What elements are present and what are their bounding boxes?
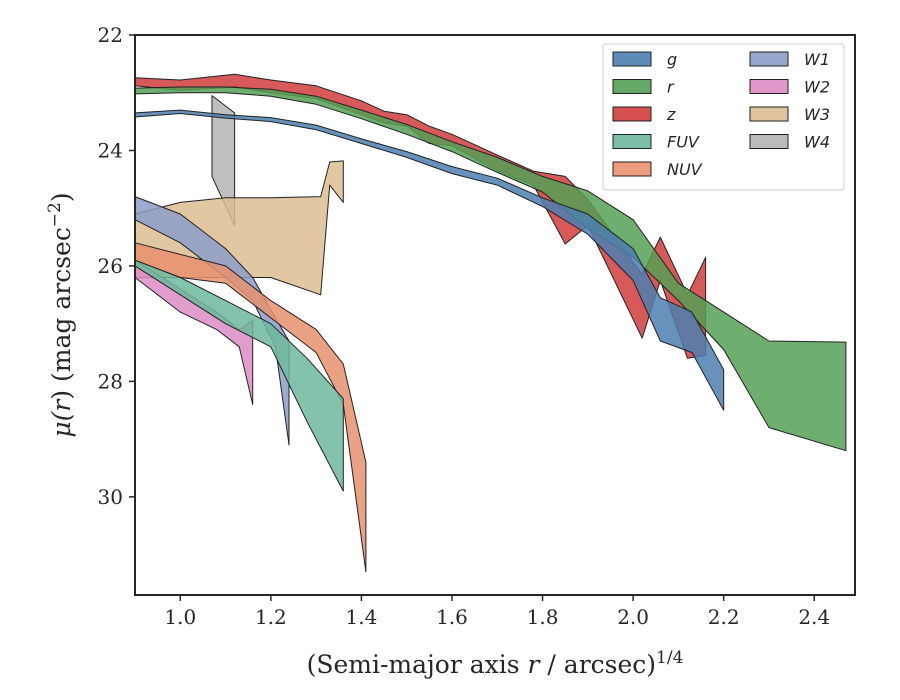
legend-swatch-g — [612, 51, 652, 67]
legend-swatch-w3 — [749, 106, 789, 122]
legend-swatch-w2 — [749, 79, 789, 94]
series-bands — [134, 73, 847, 573]
legend-swatch-fuv — [612, 134, 652, 149]
band-g — [134, 109, 725, 411]
legend-swatch-w1 — [749, 51, 789, 67]
legend-label-fuv: FUV — [667, 133, 700, 152]
legend-label-w1: W1 — [804, 50, 830, 69]
legend-swatch-z — [612, 106, 652, 122]
y-tick-label: 26 — [98, 254, 123, 278]
legend-swatch-nuv — [612, 161, 652, 177]
x-tick-label: 1.2 — [255, 605, 287, 629]
y-tick-label: 22 — [98, 23, 123, 47]
band-w1 — [134, 196, 290, 446]
band-nuv — [134, 242, 367, 573]
x-tick-label: 2.0 — [617, 605, 649, 629]
x-tick-label: 1.8 — [527, 605, 559, 629]
x-tick-label: 2.4 — [798, 605, 830, 629]
legend-label-w3: W3 — [804, 105, 830, 124]
legend-label-nuv: NUV — [667, 160, 703, 179]
legend-swatch-w4 — [749, 134, 789, 149]
legend-label-g: g — [667, 50, 677, 69]
band-fuv — [134, 259, 344, 492]
y-tick-label: 30 — [98, 485, 123, 509]
legend-label-r: r — [667, 78, 675, 97]
band-r — [134, 86, 847, 452]
x-axis-label: (Semi-major axis r / arcsec)1/4 — [307, 648, 684, 679]
legend-swatch-r — [612, 79, 652, 94]
y-tick-label: 24 — [98, 138, 123, 162]
x-tick-label: 1.6 — [436, 605, 468, 629]
y-axis-label: μ(r) (mag arcsec−2) — [45, 192, 76, 437]
y-axis: 22 24 26 28 30 — [98, 23, 135, 509]
legend: grz FUV NUV W1 W2 W3 W4 — [602, 43, 845, 191]
x-axis: 1.0 1.2 1.4 1.6 1.8 2.0 2.2 2.4 — [164, 595, 830, 629]
plot-frame — [134, 34, 856, 596]
legend-label-w2: W2 — [804, 78, 830, 97]
x-tick-label: 2.2 — [708, 605, 740, 629]
x-tick-label: 1.0 — [164, 605, 196, 629]
legend-label-z: z — [666, 105, 676, 124]
y-tick-label: 28 — [98, 369, 123, 393]
legend-label-w4: W4 — [804, 133, 830, 152]
x-tick-label: 1.4 — [346, 605, 378, 629]
